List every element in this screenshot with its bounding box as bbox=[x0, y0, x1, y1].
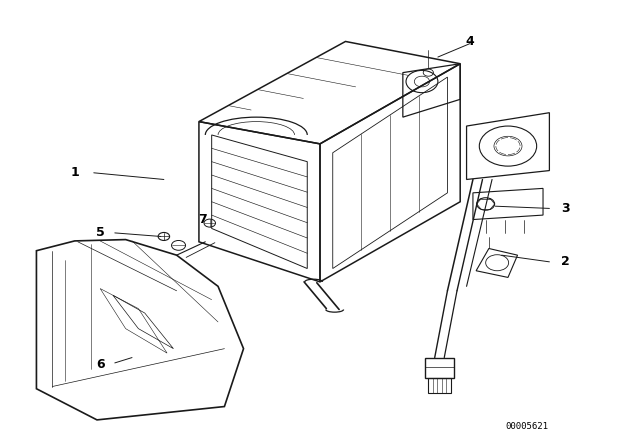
Text: 4: 4 bbox=[465, 35, 474, 48]
Text: 7: 7 bbox=[198, 213, 207, 226]
Text: 3: 3 bbox=[561, 202, 570, 215]
Text: 00005621: 00005621 bbox=[506, 422, 548, 431]
Text: 5: 5 bbox=[96, 226, 104, 239]
Text: 2: 2 bbox=[561, 255, 570, 268]
Text: 1: 1 bbox=[70, 166, 79, 179]
Text: 6: 6 bbox=[96, 358, 104, 371]
